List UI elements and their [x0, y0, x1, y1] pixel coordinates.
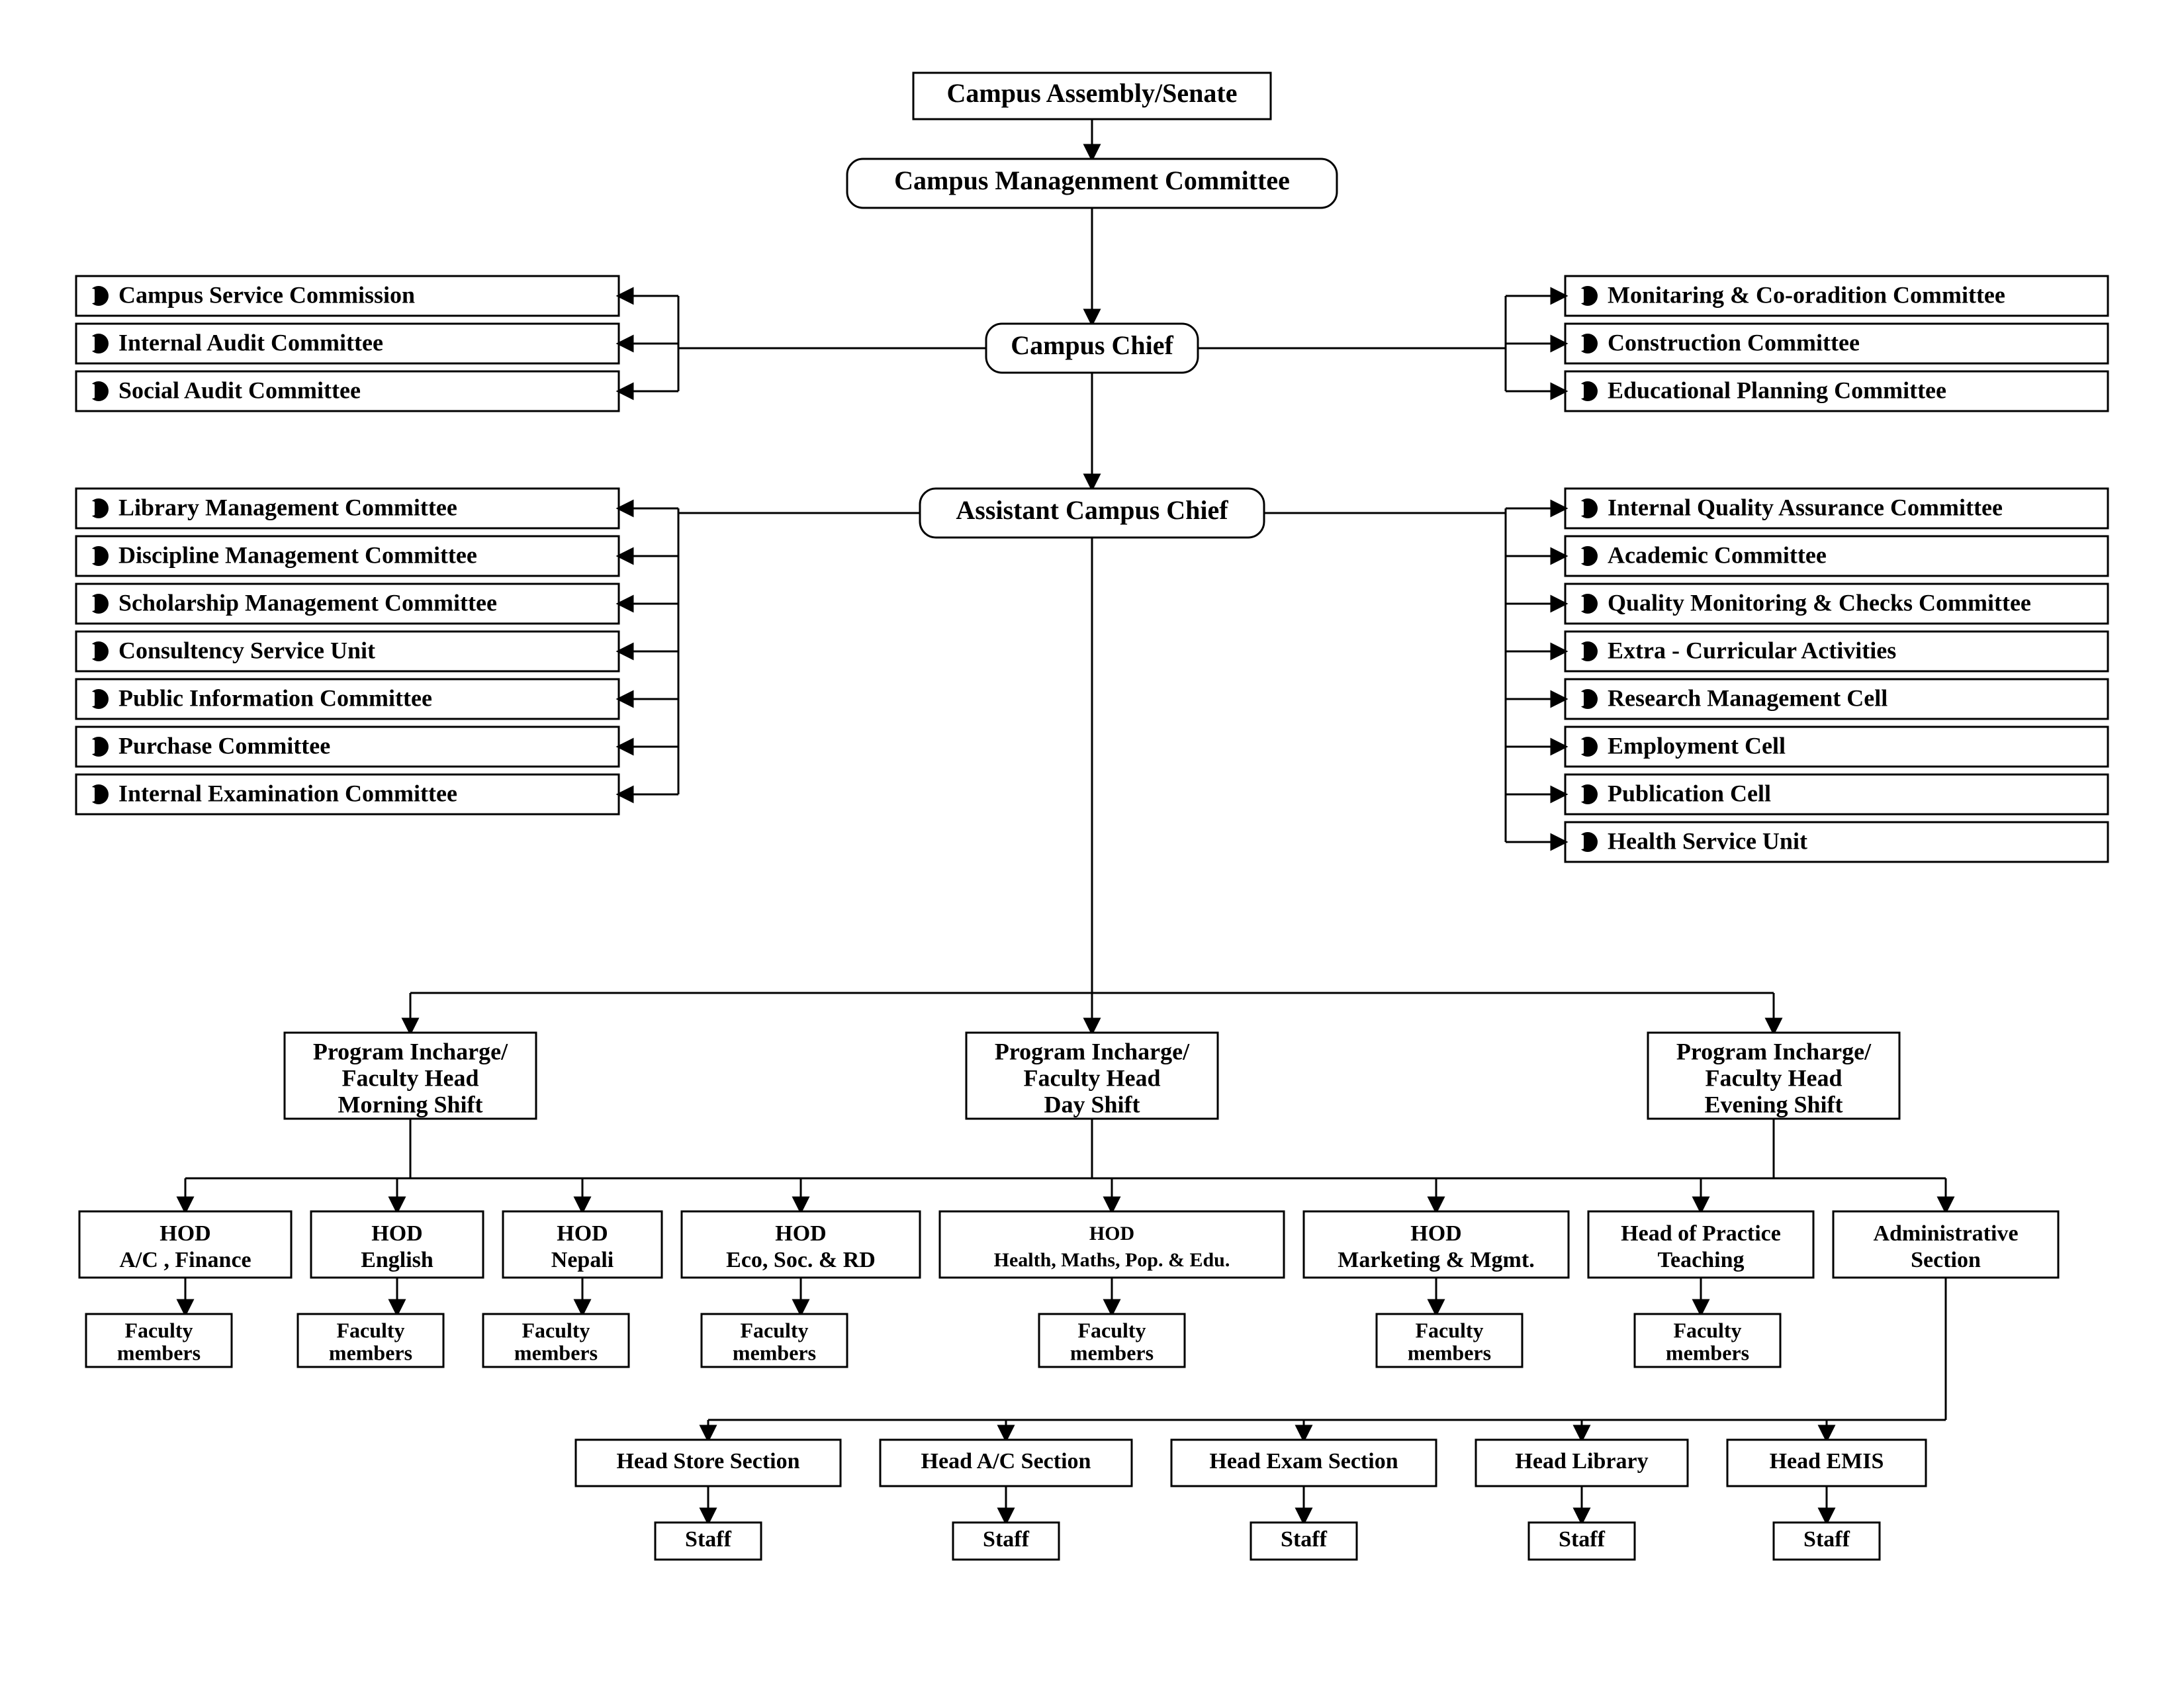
chief-label: Campus Chief [1011, 330, 1173, 360]
committee-label: Scholarship Management Committee [118, 589, 497, 616]
program-label: Faculty Head [1706, 1064, 1843, 1091]
committee-label: Purchase Committee [118, 732, 330, 759]
faculty-label: members [733, 1340, 816, 1364]
faculty-label: Faculty [740, 1318, 808, 1342]
faculty-label: members [1070, 1340, 1154, 1364]
committee-label: Academic Committee [1608, 541, 1827, 568]
committee-label: Educational Planning Committee [1608, 377, 1946, 403]
staff-label: Staff [685, 1527, 732, 1552]
committee-label: Internal Examination Committee [118, 780, 457, 806]
program-label: Evening Shift [1704, 1091, 1843, 1117]
hod-label: Administrative [1873, 1221, 2018, 1246]
hod-label: HOD [775, 1221, 826, 1246]
hod-label: HOD [159, 1221, 210, 1246]
hod-label: Teaching [1657, 1248, 1744, 1272]
program-label: Day Shift [1044, 1091, 1140, 1117]
hod-label: Health, Maths, Pop. & Edu. [994, 1249, 1230, 1271]
org-chart: Campus Assembly/Senate Campus Managenment… [0, 0, 2184, 1688]
staff-label: Staff [1803, 1527, 1850, 1552]
committee-label: Monitaring & Co-oradition Committee [1608, 281, 2005, 308]
faculty-label: members [117, 1340, 201, 1364]
program-label: Faculty Head [342, 1064, 479, 1091]
hod-label: HOD [1410, 1221, 1461, 1246]
hod-label: HOD [371, 1221, 422, 1246]
program-label: Program Incharge/ [313, 1038, 508, 1064]
section-label: Head Exam Section [1209, 1449, 1398, 1474]
committee-label: Public Information Committee [118, 684, 432, 711]
committee-label: Internal Audit Committee [118, 329, 383, 355]
program-label: Program Incharge/ [995, 1038, 1190, 1064]
faculty-label: Faculty [1415, 1318, 1483, 1342]
program-label: Program Incharge/ [1676, 1038, 1872, 1064]
hod-label: English [361, 1248, 433, 1272]
committee-label: Employment Cell [1608, 732, 1786, 759]
hod-label: HOD [1089, 1223, 1134, 1244]
section-label: Head A/C Section [921, 1449, 1091, 1474]
hod-label: HOD [557, 1221, 608, 1246]
committee-label: Research Management Cell [1608, 684, 1888, 711]
committee-label: Quality Monitoring & Checks Committee [1608, 589, 2031, 616]
staff-label: Staff [983, 1527, 1030, 1552]
hod-label: Section [1911, 1248, 1981, 1272]
faculty-label: Faculty [1077, 1318, 1146, 1342]
faculty-label: Faculty [1673, 1318, 1741, 1342]
hod-label: Head of Practice [1621, 1221, 1781, 1246]
staff-label: Staff [1281, 1527, 1328, 1552]
program-label: Faculty Head [1024, 1064, 1161, 1091]
hod-label: Marketing & Mgmt. [1338, 1248, 1534, 1272]
committee-label: Campus Service Commission [118, 281, 415, 308]
committee-label: Publication Cell [1608, 780, 1771, 806]
committee-label: Consultency Service Unit [118, 637, 375, 663]
faculty-label: members [329, 1340, 412, 1364]
asst-label: Assistant Campus Chief [956, 495, 1228, 525]
section-label: Head EMIS [1770, 1449, 1884, 1474]
faculty-label: members [1666, 1340, 1749, 1364]
program-label: Morning Shift [338, 1091, 482, 1117]
committee-label: Health Service Unit [1608, 827, 1807, 854]
staff-label: Staff [1559, 1527, 1606, 1552]
section-label: Head Library [1515, 1449, 1648, 1474]
committee-label: Internal Quality Assurance Committee [1608, 494, 2003, 520]
committee-label: Discipline Management Committee [118, 541, 477, 568]
faculty-label: members [1408, 1340, 1491, 1364]
hod-label: A/C , Finance [119, 1248, 251, 1272]
hod-label: Nepali [551, 1248, 614, 1272]
section-label: Head Store Section [616, 1449, 799, 1474]
hod-label: Eco, Soc. & RD [726, 1248, 876, 1272]
mgmt-label: Campus Managenment Committee [894, 165, 1290, 195]
committee-label: Construction Committee [1608, 329, 1860, 355]
committee-label: Social Audit Committee [118, 377, 361, 403]
faculty-label: Faculty [522, 1318, 590, 1342]
faculty-label: Faculty [124, 1318, 193, 1342]
committee-label: Extra - Curricular Activities [1608, 637, 1896, 663]
senate-label: Campus Assembly/Senate [947, 78, 1238, 108]
committee-label: Library Management Committee [118, 494, 457, 520]
faculty-label: Faculty [336, 1318, 404, 1342]
faculty-label: members [514, 1340, 598, 1364]
